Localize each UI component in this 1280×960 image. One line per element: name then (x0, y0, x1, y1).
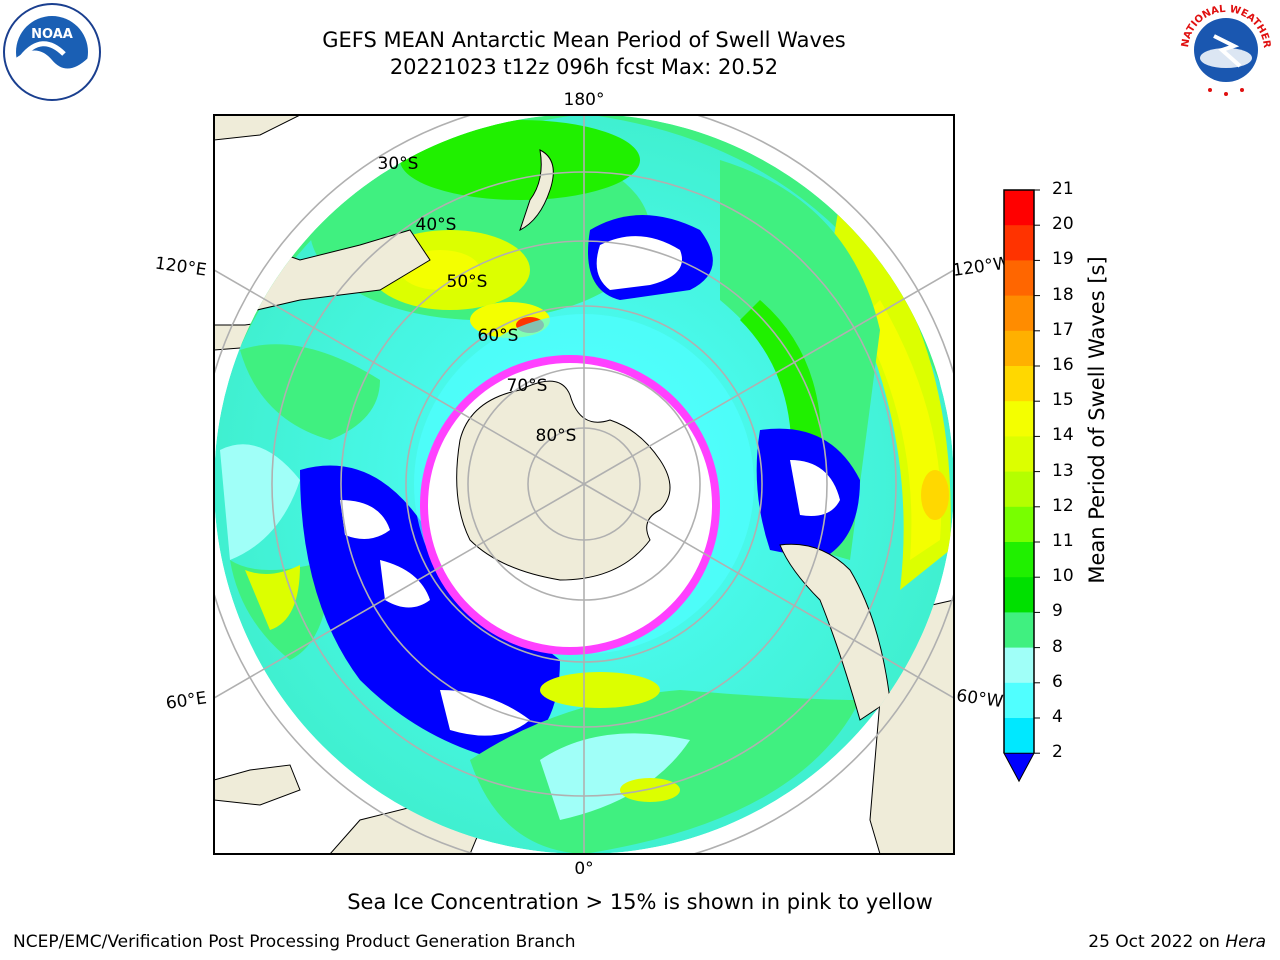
lon-label-120e: 120°E (154, 254, 208, 281)
colorbar-segment (1004, 401, 1034, 437)
meridian-60e (214, 483, 585, 699)
colorbar-tick-label: 2 (1052, 742, 1063, 763)
meridian-60w (583, 483, 954, 699)
footer-date: 25 Oct 2022 on Hera (1088, 932, 1266, 952)
graticule (214, 115, 954, 854)
colorbar-segment (1004, 612, 1034, 649)
colorbar-segment (1004, 330, 1034, 367)
colorbar-segment (1004, 542, 1034, 578)
colorbar-tick-label: 19 (1052, 249, 1074, 270)
sea-ice-note: Sea Ice Concentration > 15% is shown in … (0, 890, 1280, 914)
colorbar-tick-label: 9 (1052, 601, 1063, 622)
noaa-logo-text: NOAA (31, 27, 73, 42)
lon-label-0: 0° (574, 859, 593, 879)
colorbar (1003, 189, 1040, 783)
noaa-logo: NOAA (3, 3, 101, 101)
colorbar-tick-label: 15 (1052, 390, 1074, 411)
colorbar-segment (1004, 260, 1034, 297)
colorbar-segment (1004, 506, 1034, 543)
colorbar-tick-label: 14 (1052, 425, 1074, 446)
swell-period-field (214, 114, 954, 854)
map-frame (213, 114, 955, 855)
lat-label-30s: 30°S (378, 154, 419, 174)
colorbar-tick-label: 21 (1052, 179, 1074, 199)
colorbar-tick-label: 8 (1052, 636, 1063, 657)
footer-date-text: 25 Oct 2022 on (1088, 932, 1226, 952)
colorbar-segment (1004, 682, 1034, 719)
colorbar-tick-label: 13 (1052, 460, 1074, 481)
lat-label-60s: 60°S (478, 326, 519, 346)
colorbar-tick-label: 11 (1052, 531, 1074, 551)
colorbar-segment (1004, 436, 1034, 473)
colorbar-segment (1004, 366, 1034, 402)
colorbar-segment (1004, 577, 1034, 613)
meridian-120w (583, 269, 954, 485)
colorbar-tick-label: 6 (1052, 671, 1063, 692)
colorbar-tick-label: 10 (1052, 566, 1074, 587)
colorbar-tick-label: 18 (1052, 284, 1074, 305)
colorbar-segment (1004, 225, 1034, 261)
chart-subtitle: 20221023 t12z 096h fcst Max: 20.52 (389, 55, 779, 79)
footer-branch: NCEP/EMC/Verification Post Processing Pr… (13, 932, 576, 952)
colorbar-tick-label: 12 (1052, 495, 1074, 516)
lat-label-80s: 80°S (536, 426, 577, 446)
colorbar-tick-label: 17 (1052, 319, 1074, 340)
colorbar-segment (1004, 190, 1034, 226)
chart-title: GEFS MEAN Antarctic Mean Period of Swell… (322, 28, 846, 52)
lat-label-50s: 50°S (447, 272, 488, 292)
colorbar-title: Mean Period of Swell Waves [s] (1085, 256, 1109, 584)
footer-machine: Hera (1225, 932, 1266, 952)
colorbar-segment (1004, 718, 1034, 754)
colorbar-segment (1004, 647, 1034, 684)
colorbar-extend-triangle (1003, 752, 1035, 783)
sea-ice-note-text: Sea Ice Concentration > 15% is shown in … (347, 890, 933, 914)
colorbar-segment (1004, 295, 1034, 332)
colorbar-segment (1004, 471, 1034, 508)
nws-logo: NATIONAL WEATHER SERVICE (1176, 2, 1272, 96)
colorbar-tick-label: 20 (1052, 214, 1074, 235)
colorbar-tick-label: 16 (1052, 355, 1074, 375)
lon-label-180: 180° (564, 90, 605, 110)
colorbar-tick-label: 4 (1052, 707, 1063, 727)
meridian-120e (214, 269, 585, 485)
lat-label-70s: 70°S (507, 376, 548, 396)
lat-label-40s: 40°S (416, 215, 457, 235)
lon-label-60e: 60°E (165, 688, 208, 713)
